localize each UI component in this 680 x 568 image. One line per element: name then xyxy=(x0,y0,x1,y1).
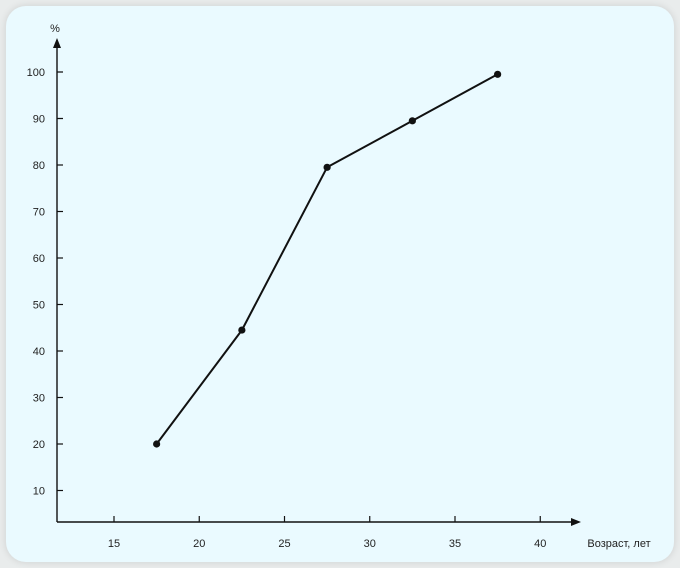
x-axis-label: Возраст, лет xyxy=(587,538,650,550)
y-tick-label: 30 xyxy=(33,393,45,405)
ticks: 10 20 30 40 50 60 70 80 90 100 15 20 25 30 35 40 xyxy=(27,67,547,550)
data-point xyxy=(408,117,416,125)
x-tick-label: 35 xyxy=(449,538,461,550)
y-tick-label: 40 xyxy=(33,346,45,358)
x-axis-arrow xyxy=(571,518,581,526)
data-point xyxy=(323,163,331,171)
chart-panel: 10 20 30 40 50 60 70 80 90 100 15 20 25 30 35 40 % Возр… xyxy=(6,6,674,562)
x-tick-label: 15 xyxy=(108,538,120,550)
series xyxy=(153,70,502,448)
x-tick-label: 25 xyxy=(278,538,290,550)
y-axis-label: % xyxy=(50,23,60,35)
y-axis-arrow xyxy=(53,38,61,48)
axes xyxy=(53,38,581,526)
y-tick-label: 90 xyxy=(33,114,45,126)
data-point xyxy=(494,70,502,78)
data-point xyxy=(153,440,161,448)
x-tick-label: 40 xyxy=(534,538,546,550)
series-line xyxy=(155,73,499,445)
y-tick-label: 60 xyxy=(33,253,45,265)
y-tick-label: 50 xyxy=(33,300,45,312)
line-chart: 10 20 30 40 50 60 70 80 90 100 15 20 25 30 35 40 % Возр… xyxy=(27,23,651,550)
data-point xyxy=(238,326,246,334)
x-tick-label: 20 xyxy=(193,538,205,550)
y-tick-label: 10 xyxy=(33,486,45,498)
y-tick-label: 20 xyxy=(33,439,45,451)
y-tick-label: 100 xyxy=(27,67,45,79)
y-tick-label: 80 xyxy=(33,160,45,172)
y-tick-label: 70 xyxy=(33,207,45,219)
x-tick-label: 30 xyxy=(364,538,376,550)
